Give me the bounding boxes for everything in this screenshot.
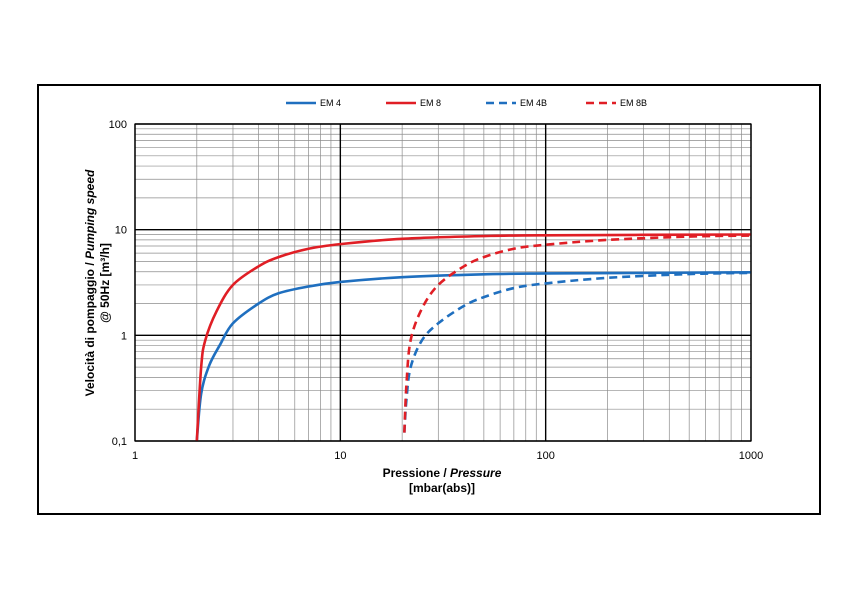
x-axis-units: [mbar(abs)] — [409, 481, 475, 495]
series-line-em-4 — [195, 270, 752, 442]
series-line-em-8 — [195, 233, 752, 442]
series-line-em-8b — [403, 234, 752, 433]
legend-label: EM 8B — [620, 98, 647, 108]
x-tick-label: 100 — [536, 450, 554, 462]
chart-frame — [37, 84, 821, 515]
y-tick-label: 1 — [121, 330, 127, 342]
x-tick-label: 10 — [334, 450, 346, 462]
series-layer — [195, 233, 752, 442]
y-tick-label: 0,1 — [112, 436, 127, 448]
y-tick-label: 10 — [115, 225, 127, 237]
legend: EM 4 EM 8 EM 4B EM 8B — [286, 98, 647, 108]
y-tick-label: 100 — [109, 119, 127, 131]
minor-grid — [135, 124, 751, 441]
y-axis-units: @ 50Hz [m³/h] — [98, 243, 112, 323]
y-axis-title: Velocità di pompaggio / Pumping speed — [83, 169, 97, 396]
legend-label: EM 4 — [320, 98, 341, 108]
legend-label: EM 4B — [520, 98, 547, 108]
plot-area-border — [134, 123, 752, 442]
x-tick-label: 1000 — [739, 450, 763, 462]
series-line-em-4b — [403, 271, 752, 433]
x-tick-labels: 1 10 100 1000 — [132, 450, 763, 462]
major-grid — [134, 123, 752, 442]
x-tick-label: 1 — [132, 450, 138, 462]
x-axis-title: Pressione / Pressure — [383, 466, 502, 480]
y-tick-labels: 0,1 1 10 100 — [109, 119, 127, 448]
legend-label: EM 8 — [420, 98, 441, 108]
